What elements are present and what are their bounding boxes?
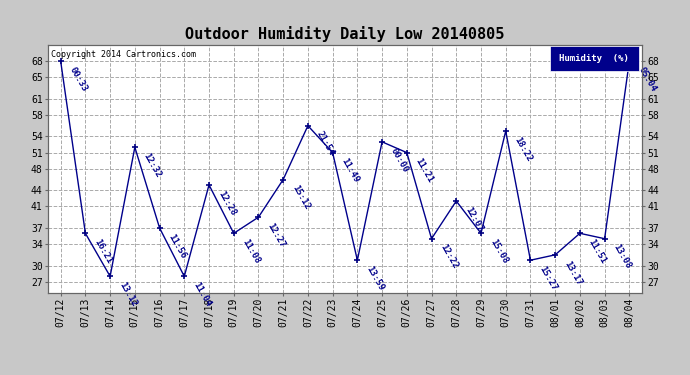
Text: 16:21: 16:21 bbox=[92, 237, 114, 265]
Text: 15:27: 15:27 bbox=[538, 264, 559, 292]
Text: 12:28: 12:28 bbox=[216, 189, 237, 217]
Text: 11:49: 11:49 bbox=[339, 157, 361, 184]
Text: 11:56: 11:56 bbox=[166, 232, 188, 260]
Text: 13:17: 13:17 bbox=[562, 259, 583, 287]
Text: 11:08: 11:08 bbox=[241, 237, 262, 265]
Text: 00:33: 00:33 bbox=[68, 65, 89, 93]
Text: 11:04: 11:04 bbox=[191, 280, 213, 308]
Text: 12:07: 12:07 bbox=[463, 205, 484, 233]
Text: Copyright 2014 Cartronics.com: Copyright 2014 Cartronics.com bbox=[51, 50, 196, 59]
Text: 13:59: 13:59 bbox=[364, 264, 386, 292]
Text: 15:12: 15:12 bbox=[290, 184, 311, 211]
Text: 05:04: 05:04 bbox=[636, 65, 658, 93]
Text: 18:22: 18:22 bbox=[513, 135, 534, 163]
Text: 12:32: 12:32 bbox=[141, 152, 163, 179]
Text: 13:12: 13:12 bbox=[117, 280, 138, 308]
Text: Humidity  (%): Humidity (%) bbox=[560, 54, 629, 63]
Text: 11:21: 11:21 bbox=[414, 157, 435, 184]
Text: 12:27: 12:27 bbox=[266, 221, 286, 249]
Title: Outdoor Humidity Daily Low 20140805: Outdoor Humidity Daily Low 20140805 bbox=[186, 27, 504, 42]
Text: 15:08: 15:08 bbox=[488, 237, 509, 265]
Text: 11:51: 11:51 bbox=[586, 237, 608, 265]
Text: 13:08: 13:08 bbox=[611, 243, 633, 271]
FancyBboxPatch shape bbox=[550, 46, 639, 71]
Text: 00:00: 00:00 bbox=[389, 146, 411, 174]
Text: 21:54: 21:54 bbox=[315, 130, 336, 158]
Text: 12:22: 12:22 bbox=[438, 243, 460, 271]
